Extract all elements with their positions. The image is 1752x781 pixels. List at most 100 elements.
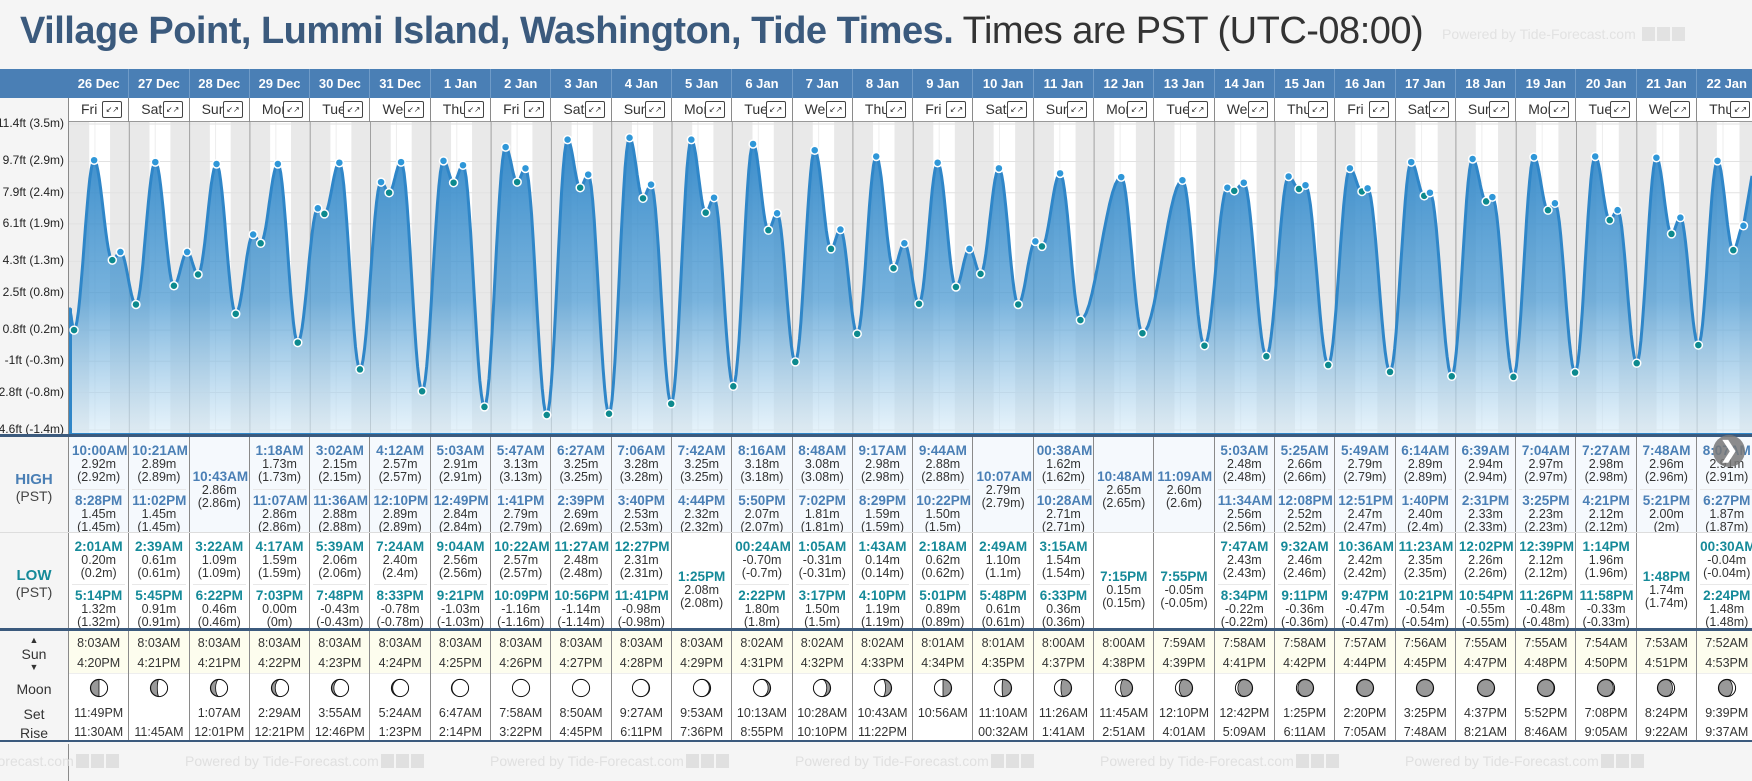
date-header[interactable]: 7 Jan [793, 69, 853, 98]
high-tide-point[interactable] [1467, 154, 1478, 164]
low-tide-point[interactable] [293, 337, 303, 348]
high-tide-point[interactable] [1651, 152, 1662, 163]
expand-day-button[interactable]: ↙↗ [825, 101, 846, 118]
low-tide-point[interactable] [1137, 328, 1148, 338]
powered-by-footer[interactable]: Powered by Tide-Forecast.com [1100, 753, 1339, 769]
low-tide-point[interactable] [1013, 299, 1023, 310]
high-tide-point[interactable] [809, 145, 820, 155]
low-tide-point[interactable] [826, 244, 836, 254]
high-tide-point[interactable] [396, 157, 406, 167]
expand-day-button[interactable]: ↙↗ [524, 101, 545, 118]
low-tide-point[interactable] [666, 399, 676, 409]
low-tide-point[interactable] [763, 225, 774, 235]
date-header[interactable]: 18 Jan [1456, 69, 1517, 98]
high-tide-point[interactable] [899, 238, 910, 249]
date-header[interactable]: 6 Jan [732, 69, 793, 98]
low-tide-point[interactable] [512, 177, 522, 187]
high-tide-point[interactable] [1590, 151, 1600, 162]
high-tide-point[interactable] [1177, 175, 1188, 185]
expand-day-button[interactable]: ↙↗ [705, 101, 726, 118]
low-tide-point[interactable] [1508, 372, 1519, 382]
low-tide-point[interactable] [1323, 360, 1333, 370]
date-header[interactable]: 15 Jan [1275, 69, 1336, 98]
expand-day-button[interactable]: ↙↗ [886, 101, 907, 118]
expand-day-button[interactable]: ↙↗ [1127, 101, 1148, 118]
low-tide-point[interactable] [1693, 340, 1704, 350]
low-tide-point[interactable] [417, 386, 427, 397]
low-tide-point[interactable] [448, 177, 459, 188]
expand-day-button[interactable]: ↙↗ [283, 101, 304, 118]
expand-day-button[interactable]: ↙↗ [162, 101, 183, 118]
date-header[interactable]: 12 Jan [1094, 69, 1155, 98]
high-tide-point[interactable] [1362, 183, 1373, 194]
high-tide-point[interactable] [211, 159, 222, 169]
high-tide-point[interactable] [748, 139, 758, 149]
low-tide-point[interactable] [852, 329, 862, 339]
date-header[interactable]: 13 Jan [1154, 69, 1215, 98]
low-tide-point[interactable] [1261, 351, 1272, 362]
high-tide-point[interactable] [1300, 180, 1311, 190]
expand-day-button[interactable]: ↙↗ [1489, 101, 1510, 118]
expand-day-button[interactable]: ↙↗ [222, 101, 243, 118]
high-tide-point[interactable] [964, 244, 975, 254]
high-tide-point[interactable] [376, 177, 386, 187]
low-tide-point[interactable] [69, 325, 79, 335]
low-tide-point[interactable] [604, 409, 614, 419]
expand-day-button[interactable]: ↙↗ [1308, 101, 1329, 118]
high-tide-point[interactable] [1406, 157, 1417, 167]
expand-day-button[interactable]: ↙↗ [644, 101, 665, 118]
low-tide-point[interactable] [131, 299, 141, 310]
date-header[interactable]: 9 Jan [913, 69, 974, 98]
high-tide-point[interactable] [1116, 172, 1126, 182]
high-tide-point[interactable] [150, 157, 161, 167]
date-header[interactable]: 3 Jan [551, 69, 612, 98]
expand-day-button[interactable]: ↙↗ [102, 101, 123, 118]
low-tide-point[interactable] [700, 207, 711, 218]
low-tide-point[interactable] [638, 193, 648, 204]
high-tide-point[interactable] [1239, 177, 1249, 188]
date-header[interactable]: 29 Dec [250, 69, 311, 98]
high-tide-point[interactable] [115, 247, 126, 257]
expand-day-button[interactable]: ↙↗ [946, 101, 967, 118]
high-tide-point[interactable] [458, 160, 468, 170]
high-tide-point[interactable] [1529, 152, 1539, 162]
low-tide-point[interactable] [914, 299, 924, 309]
expand-day-button[interactable]: ↙↗ [1006, 101, 1027, 118]
date-header[interactable]: 21 Jan [1637, 69, 1698, 98]
expand-day-button[interactable]: ↙↗ [1670, 101, 1691, 118]
high-tide-point[interactable] [646, 179, 656, 190]
expand-day-button[interactable]: ↙↗ [1730, 101, 1751, 118]
high-tide-point[interactable] [273, 159, 283, 169]
expand-day-button[interactable]: ↙↗ [1428, 101, 1449, 118]
low-tide-point[interactable] [230, 309, 241, 319]
low-tide-point[interactable] [255, 238, 266, 249]
expand-day-button[interactable]: ↙↗ [584, 101, 605, 118]
expand-day-button[interactable]: ↙↗ [1187, 101, 1208, 118]
low-tide-point[interactable] [951, 282, 961, 292]
low-tide-point[interactable] [1199, 340, 1210, 351]
low-tide-point[interactable] [975, 269, 986, 279]
low-tide-point[interactable] [1037, 241, 1047, 252]
high-tide-point[interactable] [1675, 212, 1686, 223]
high-tide-point[interactable] [1425, 187, 1435, 198]
next-arrow-button[interactable]: ❯ [1713, 435, 1745, 467]
high-tide-point[interactable] [932, 157, 943, 168]
low-tide-point[interactable] [169, 280, 179, 291]
low-tide-point[interactable] [1666, 229, 1677, 239]
low-tide-point[interactable] [107, 255, 118, 265]
low-tide-point[interactable] [542, 410, 552, 420]
expand-day-button[interactable]: ↙↗ [1549, 101, 1570, 118]
high-tide-point[interactable] [835, 224, 846, 235]
low-tide-point[interactable] [1481, 196, 1491, 207]
date-header[interactable]: 10 Jan [974, 69, 1034, 98]
high-tide-point[interactable] [1550, 198, 1560, 209]
high-tide-point[interactable] [334, 157, 345, 168]
low-tide-point[interactable] [888, 263, 899, 274]
high-tide-point[interactable] [624, 132, 635, 143]
date-header[interactable]: 14 Jan [1215, 69, 1275, 98]
expand-day-button[interactable]: ↙↗ [1067, 101, 1088, 118]
low-tide-point[interactable] [1570, 367, 1580, 378]
high-tide-point[interactable] [709, 192, 719, 203]
powered-by-footer[interactable]: Powered by Tide-Forecast.com [490, 753, 729, 769]
high-tide-point[interactable] [500, 142, 511, 152]
